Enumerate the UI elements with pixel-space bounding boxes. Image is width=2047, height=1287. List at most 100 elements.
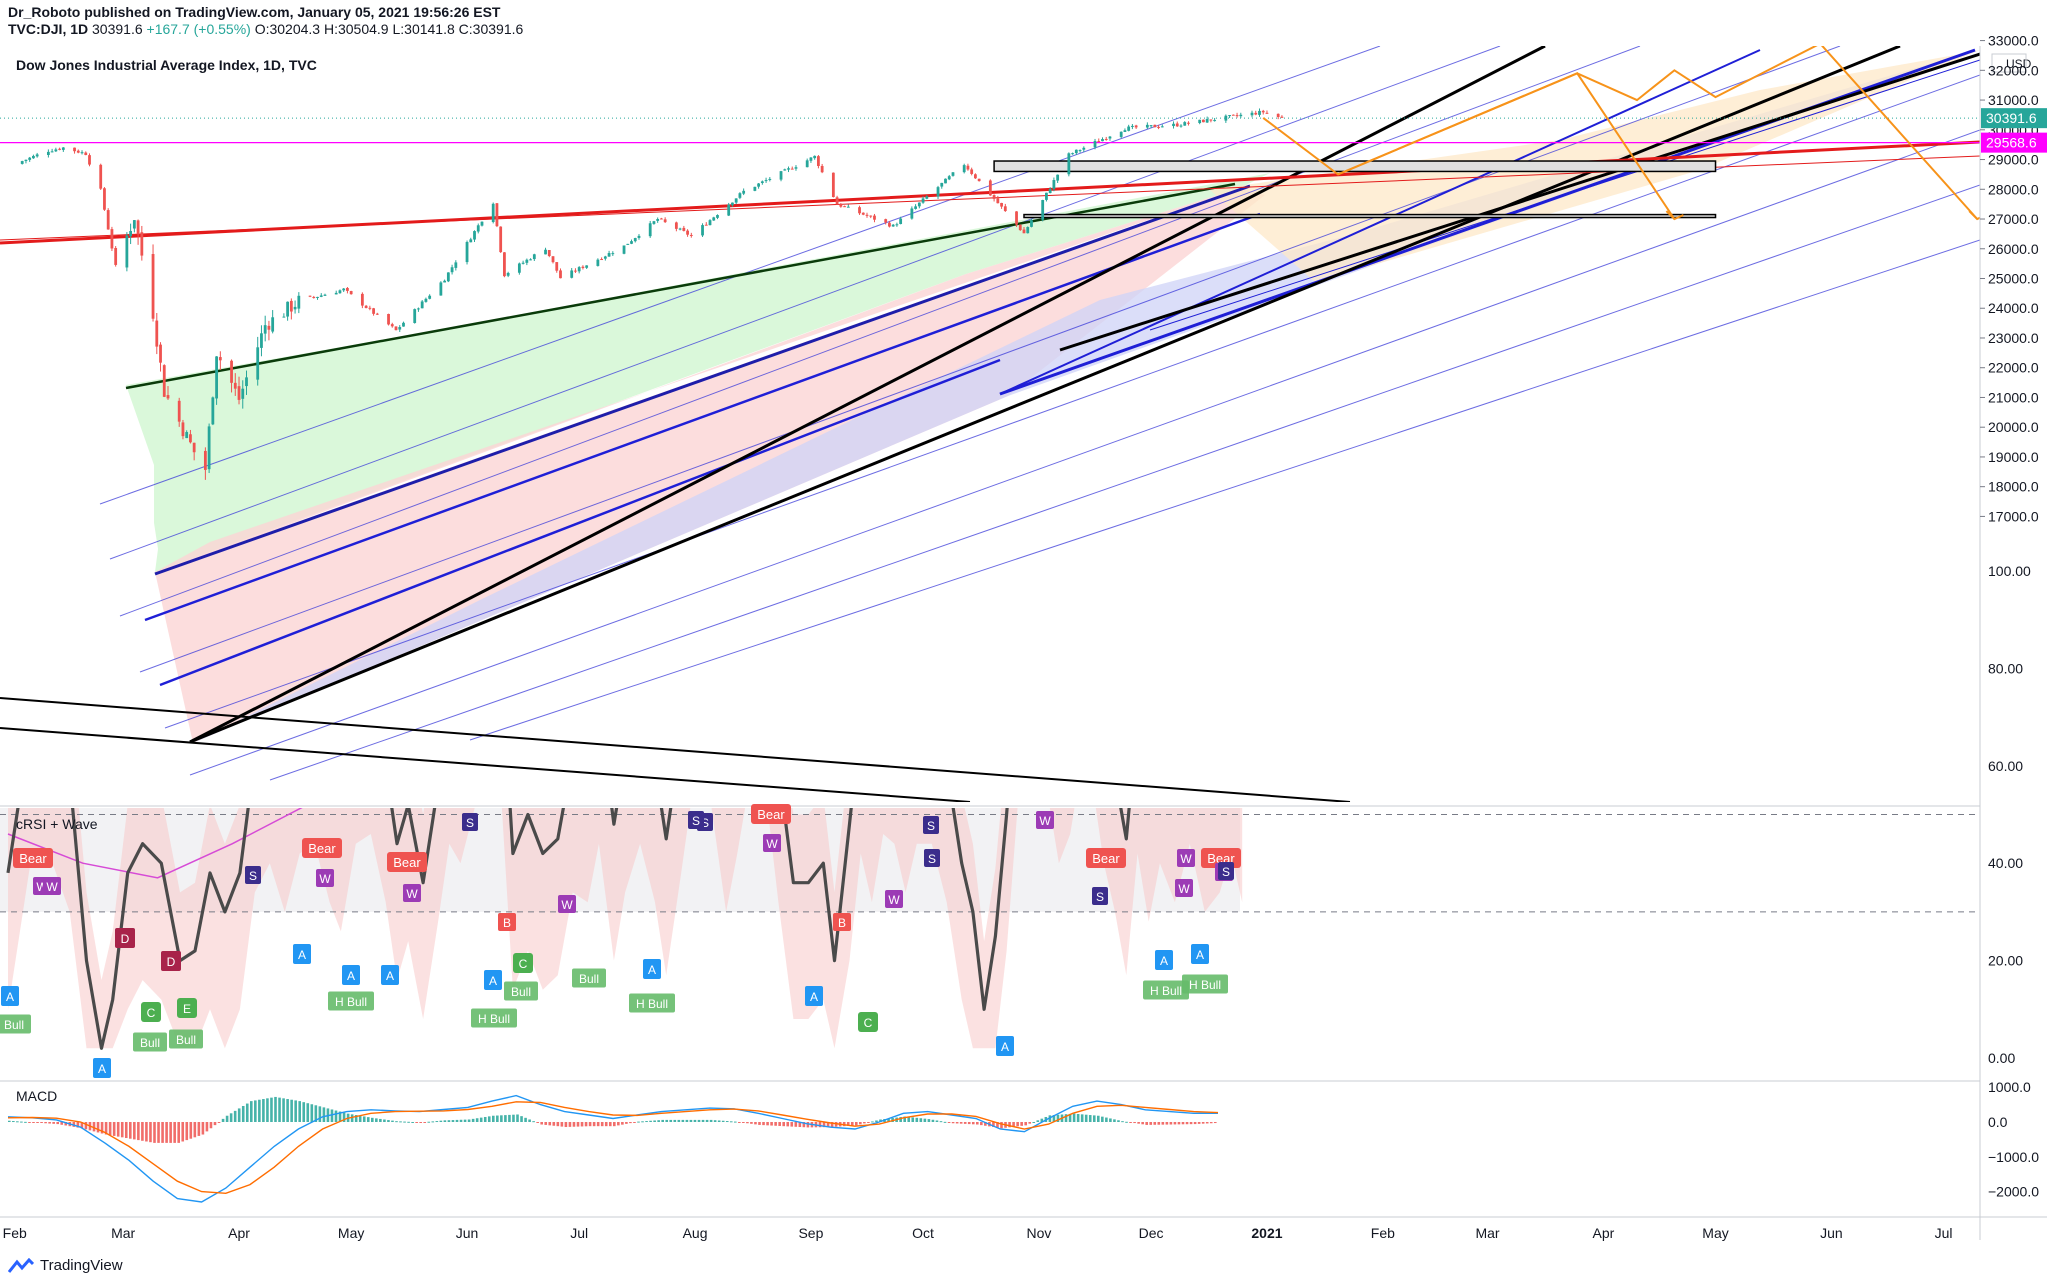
macd-hist-bar [290, 1099, 293, 1122]
macd-hist-bar [96, 1122, 100, 1133]
signal-badge-label: W [888, 893, 900, 907]
candle-body [820, 165, 824, 173]
macd-hist-bar [387, 1120, 390, 1122]
macd-hist-bar [40, 1122, 43, 1123]
candle-body [368, 307, 372, 309]
macd-hist-bar [1113, 1119, 1116, 1122]
candle-body [1104, 138, 1108, 140]
signal-badge-box [316, 869, 334, 887]
signal-badge-w: W [43, 877, 61, 895]
signal-badge-a: A [93, 1058, 111, 1078]
macd-hist-bar [907, 1116, 911, 1122]
macd-hist-bar [1193, 1122, 1197, 1125]
candle-body [607, 253, 611, 257]
signal-badge-box [751, 804, 791, 824]
candle-body [129, 230, 133, 237]
macd-hist-bar [443, 1120, 447, 1122]
close-value: C:30391.6 [458, 21, 524, 37]
macd-hist-bar [955, 1122, 959, 1124]
candle-body [1127, 126, 1131, 131]
candle-body [551, 256, 555, 263]
candle-body [80, 152, 84, 154]
macd-hist-bar [1205, 1122, 1209, 1124]
signal-badge-label: W [46, 880, 58, 894]
macd-hist-bar [540, 1122, 543, 1125]
candle-body [439, 282, 443, 296]
candle-body [682, 227, 686, 231]
macd-hist-bar [108, 1122, 112, 1136]
candle-body [61, 147, 65, 150]
price-tag [1981, 108, 2047, 129]
macd-hist-bar [875, 1120, 878, 1122]
candle-body [925, 196, 929, 199]
macd-hist-bar [729, 1121, 733, 1123]
candle-body [398, 327, 402, 330]
candle-body [260, 333, 263, 348]
macd-hist-bar [379, 1118, 382, 1122]
candle-body [413, 309, 417, 323]
macd-hist-bar [919, 1118, 923, 1122]
macd-hist-bar [32, 1122, 35, 1123]
rsi-signal-line [7, 808, 303, 879]
candle-body [1254, 112, 1258, 115]
macd-hist-bar [516, 1114, 519, 1122]
macd-pane[interactable] [7, 1094, 1219, 1203]
candle-body [813, 155, 817, 159]
macd-hist-bar [1088, 1115, 1092, 1122]
macd-hist-bar [689, 1119, 693, 1122]
macd-hist-bar [943, 1121, 947, 1123]
candle-body [787, 168, 790, 170]
macd-hist-bar [16, 1121, 19, 1123]
candle-body [1018, 224, 1022, 231]
macd-hist-bar [467, 1119, 471, 1122]
candle-body [99, 164, 103, 189]
macd-hist-bar [685, 1119, 689, 1122]
candle-body [203, 450, 207, 470]
candle-body [316, 296, 319, 298]
macd-hist-bar [145, 1122, 148, 1142]
candle-body [622, 245, 626, 254]
macd-hist-bar [52, 1122, 55, 1124]
candle-body [103, 188, 106, 210]
candle-body [88, 155, 91, 165]
signal-badge-w: W [316, 869, 334, 887]
candle-body [237, 386, 241, 400]
signal-badge-box [403, 884, 421, 902]
signal-badge-label: S [701, 816, 709, 830]
macd-hist-bar [1125, 1121, 1128, 1123]
macd-hist-bar [617, 1122, 620, 1126]
crsi-line [6, 808, 1131, 1050]
crsi-pane[interactable] [0, 571, 1980, 1050]
price-tick-label: 32000.0 [1988, 62, 2039, 78]
signal-badge-bear: Bear [1086, 848, 1126, 868]
signal-badge-box [572, 968, 606, 988]
candle-body [132, 220, 136, 229]
macd-hist-bar [1101, 1116, 1104, 1122]
macd-hist-bar [262, 1099, 265, 1122]
macd-hist-bar [641, 1121, 644, 1123]
macd-hist-bar [245, 1103, 249, 1122]
macd-hist-bar [725, 1121, 729, 1123]
macd-hist-bar [455, 1119, 459, 1122]
macd-hist-bar [1197, 1122, 1201, 1124]
macd-hist-bar [984, 1122, 987, 1126]
macd-hist-bar [153, 1122, 156, 1143]
signal-badge-box [462, 813, 478, 831]
signal-badge-label: A [386, 969, 394, 983]
macd-hist-bar [600, 1122, 604, 1127]
macd-hist-bar [963, 1122, 967, 1124]
candle-body [207, 426, 211, 470]
candle-body [338, 290, 342, 294]
signal-badge-box [328, 991, 374, 1011]
signal-badge-label: A [6, 990, 14, 1004]
signal-badge-label: A [1001, 1040, 1009, 1054]
candle-body [424, 298, 428, 302]
signal-badge-box [169, 1029, 203, 1049]
tradingview-brand[interactable]: TradingView [8, 1257, 123, 1274]
candle-body [570, 270, 574, 278]
price-pane[interactable] [0, 44, 1986, 802]
signal-badge-label: H Bull [636, 997, 668, 1011]
candle-body [1198, 119, 1202, 124]
macd-hist-bar [911, 1117, 915, 1122]
